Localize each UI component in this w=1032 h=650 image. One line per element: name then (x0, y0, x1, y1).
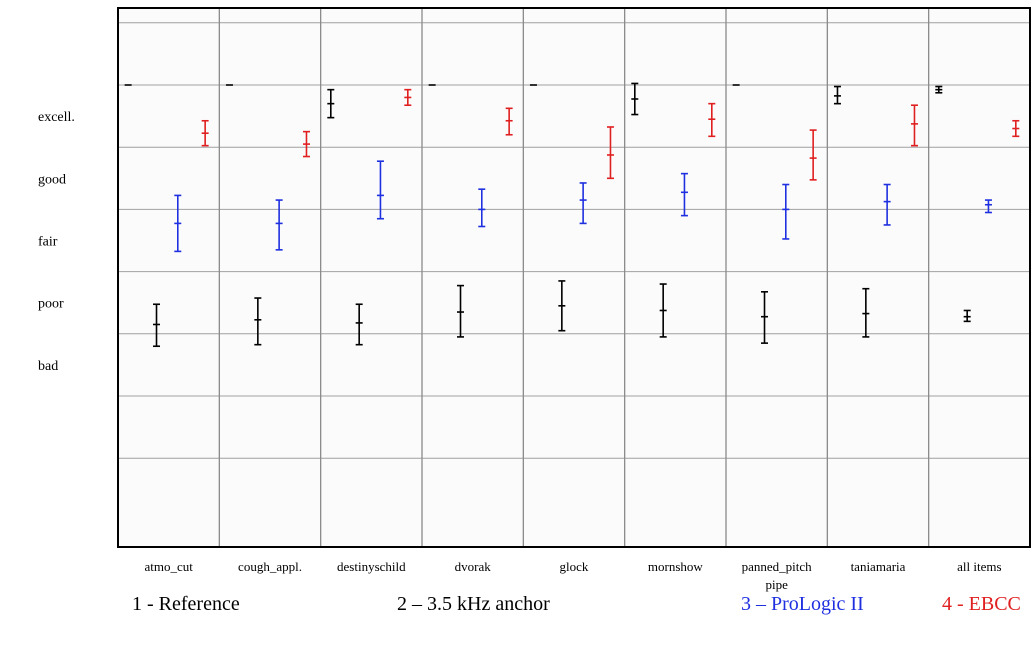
error-bar (910, 104, 918, 147)
legend-anchor: 2 – 3.5 kHz anchor (397, 593, 550, 615)
error-bar (680, 172, 688, 217)
error-bar (883, 183, 891, 226)
error-bar (355, 303, 363, 346)
y-tick-label: poor (38, 297, 64, 312)
x-tick-label: pipe (765, 577, 788, 592)
x-tick-label: cough_appl. (238, 559, 302, 574)
y-tick-label: fair (38, 235, 58, 250)
error-bar (254, 297, 262, 346)
error-bar (1012, 119, 1020, 138)
error-bar (153, 303, 161, 348)
legend-prologic: 3 – ProLogic II (741, 593, 864, 615)
error-bar (708, 102, 716, 138)
error-bar (376, 160, 384, 220)
error-bar (862, 287, 870, 338)
x-tick-label: dvorak (455, 559, 492, 574)
y-tick-label: excell. (38, 110, 75, 125)
error-bar (935, 85, 943, 94)
error-bar (275, 199, 283, 251)
x-tick-label: atmo_cut (144, 559, 193, 574)
x-tick-label: panned_pitch (742, 559, 813, 574)
x-tick-label: all items (957, 559, 1001, 574)
horizontal-gridlines (118, 22, 1030, 459)
error-bar (761, 291, 769, 344)
error-bar (505, 107, 513, 136)
error-bar (457, 284, 465, 338)
legend-ebcc: 4 - EBCC (942, 593, 1021, 615)
legend-reference: 1 - Reference (132, 593, 240, 615)
error-bar (327, 88, 335, 119)
error-bar (302, 130, 310, 158)
error-bar (833, 85, 841, 105)
error-bar (478, 188, 486, 228)
x-axis-labels: atmo_cut cough_appl. destinyschild dvorak gl… (144, 559, 1001, 592)
x-tick-label: destinyschild (337, 559, 406, 574)
y-axis-labels: excell. good fair poor bad (38, 110, 75, 374)
error-bar (809, 129, 817, 181)
x-tick-label: mornshow (648, 559, 704, 574)
error-bar (201, 119, 209, 147)
error-bar (174, 194, 182, 253)
vertical-gridlines (218, 8, 930, 547)
error-bar (631, 82, 639, 116)
error-bar (606, 126, 614, 180)
error-bar (782, 183, 790, 240)
error-bar (404, 88, 412, 107)
error-bar (579, 182, 587, 225)
error-bar (659, 283, 667, 338)
plot-background (118, 8, 1030, 547)
error-bar (984, 199, 992, 214)
plot-frame (117, 7, 1031, 548)
error-bar (963, 309, 971, 323)
x-tick-label: glock (560, 559, 589, 574)
y-tick-label: good (38, 172, 66, 187)
error-bar (558, 280, 566, 332)
x-tick-label: taniamaria (851, 559, 906, 574)
error-bars (124, 82, 1020, 348)
y-tick-label: bad (38, 359, 58, 374)
